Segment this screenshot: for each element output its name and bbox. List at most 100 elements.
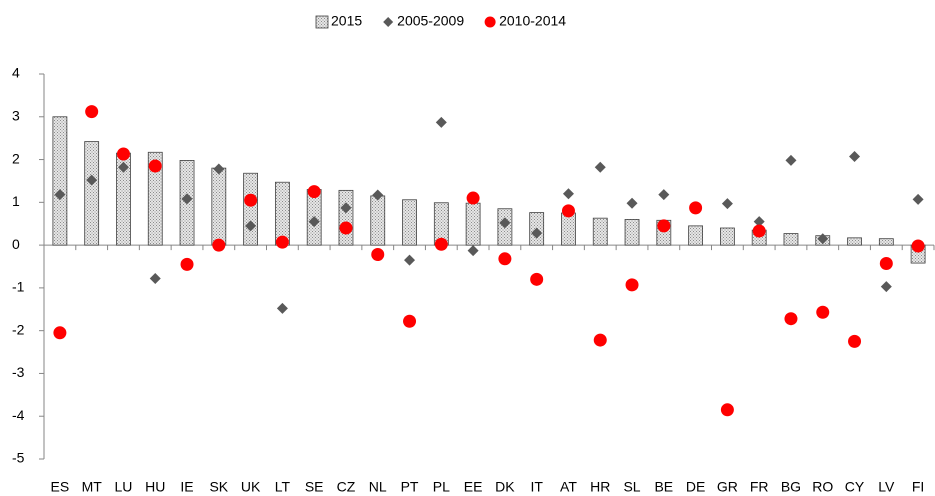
x-tick-label: ES (51, 479, 70, 495)
dot-marker (530, 272, 544, 286)
bar (878, 238, 894, 246)
diamond-marker (880, 281, 892, 293)
legend-label: 2005-2009 (397, 13, 464, 29)
dot-marker (371, 248, 385, 262)
x-tick-label: HU (145, 479, 165, 495)
diamond-marker (181, 193, 193, 205)
x-tick-label: IE (180, 479, 193, 495)
legend-swatch (315, 15, 329, 29)
bar (84, 141, 100, 246)
legend-swatch (484, 16, 496, 28)
y-tick-label: 3 (12, 107, 20, 123)
x-tick-label: BE (654, 479, 673, 495)
dot-marker (911, 239, 925, 253)
diamond-marker (404, 254, 416, 266)
legend-label: 2010-2014 (499, 13, 566, 29)
x-tick-label: RO (812, 479, 833, 495)
x-tick-label: AT (560, 479, 577, 495)
x-tick-label: SE (305, 479, 324, 495)
dot-marker (561, 204, 575, 218)
bar (688, 225, 703, 246)
bar (147, 151, 163, 246)
dot-marker (657, 219, 671, 233)
dot-marker (148, 159, 162, 173)
x-tick-label: LT (275, 479, 291, 495)
bar (338, 189, 354, 246)
dot-marker (212, 238, 226, 252)
dot-marker (85, 105, 99, 119)
y-tick-label: 4 (12, 65, 20, 81)
bar (52, 116, 68, 246)
x-tick-label: DE (686, 479, 705, 495)
diamond-marker (912, 193, 924, 205)
bar (624, 219, 640, 246)
x-tick-label: PL (433, 479, 450, 495)
y-tick-label: 0 (12, 236, 20, 252)
dot-marker (879, 257, 893, 271)
x-tick-label: HR (590, 479, 610, 495)
diamond-marker (626, 197, 638, 209)
diamond-marker (817, 233, 829, 245)
dot-marker (689, 201, 703, 215)
x-tick-label: EE (464, 479, 483, 495)
diamond-marker (721, 198, 733, 210)
y-tick-label: -3 (12, 364, 25, 380)
dot-marker (466, 191, 480, 205)
diamond-marker (86, 174, 98, 186)
dot-marker (625, 278, 639, 292)
y-tick-label: -1 (12, 279, 25, 295)
x-tick-label: GR (717, 479, 738, 495)
y-tick-label: -2 (12, 321, 25, 337)
diamond-marker (54, 189, 66, 201)
x-tick-label: UK (241, 479, 261, 495)
diamond-marker (276, 302, 288, 314)
x-tick-label: PT (401, 479, 419, 495)
dot-marker (816, 305, 830, 319)
dot-marker (498, 252, 512, 266)
y-tick-label: 2 (12, 150, 20, 166)
diamond-marker (372, 189, 384, 201)
legend-swatch (383, 17, 394, 27)
x-tick-label: BG (781, 479, 801, 495)
dot-marker (593, 333, 607, 347)
x-tick-label: IT (530, 479, 543, 495)
diamond-marker (594, 161, 606, 173)
x-tick-label: SL (623, 479, 640, 495)
bar (402, 199, 417, 246)
dot-marker (752, 224, 766, 238)
diamond-marker (117, 161, 129, 173)
dot-marker (275, 235, 289, 249)
bar (783, 233, 799, 246)
x-tick-label: CY (845, 479, 865, 495)
diamond-marker (149, 272, 161, 284)
dot-marker (403, 314, 417, 328)
dot-marker (116, 147, 130, 161)
bar (561, 212, 576, 246)
bar (592, 217, 608, 246)
dot-marker (720, 403, 734, 417)
legend: 2015 2005-2009 2010-2014 (315, 13, 566, 29)
dot-marker (848, 334, 862, 348)
x-tick-label: FI (912, 479, 924, 495)
bar (211, 167, 227, 246)
diamond-marker (753, 216, 765, 228)
x-tick-label: SK (209, 479, 228, 495)
dot-marker (434, 237, 448, 251)
diamond-marker (435, 116, 447, 128)
diamond-marker (785, 154, 797, 166)
x-tick-label: CZ (337, 479, 356, 495)
diamond-marker (467, 245, 479, 257)
dot-marker (244, 193, 258, 207)
legend-label: 2015 (331, 13, 362, 29)
bar (847, 237, 862, 246)
bar (465, 202, 481, 246)
x-tick-label: LV (878, 479, 895, 495)
dot-marker (53, 326, 67, 340)
bar (243, 172, 259, 246)
diamond-marker (562, 188, 574, 200)
bar (370, 195, 386, 246)
x-tick-label: NL (369, 479, 387, 495)
diamond-marker (849, 151, 861, 163)
diamond-marker (531, 227, 543, 239)
